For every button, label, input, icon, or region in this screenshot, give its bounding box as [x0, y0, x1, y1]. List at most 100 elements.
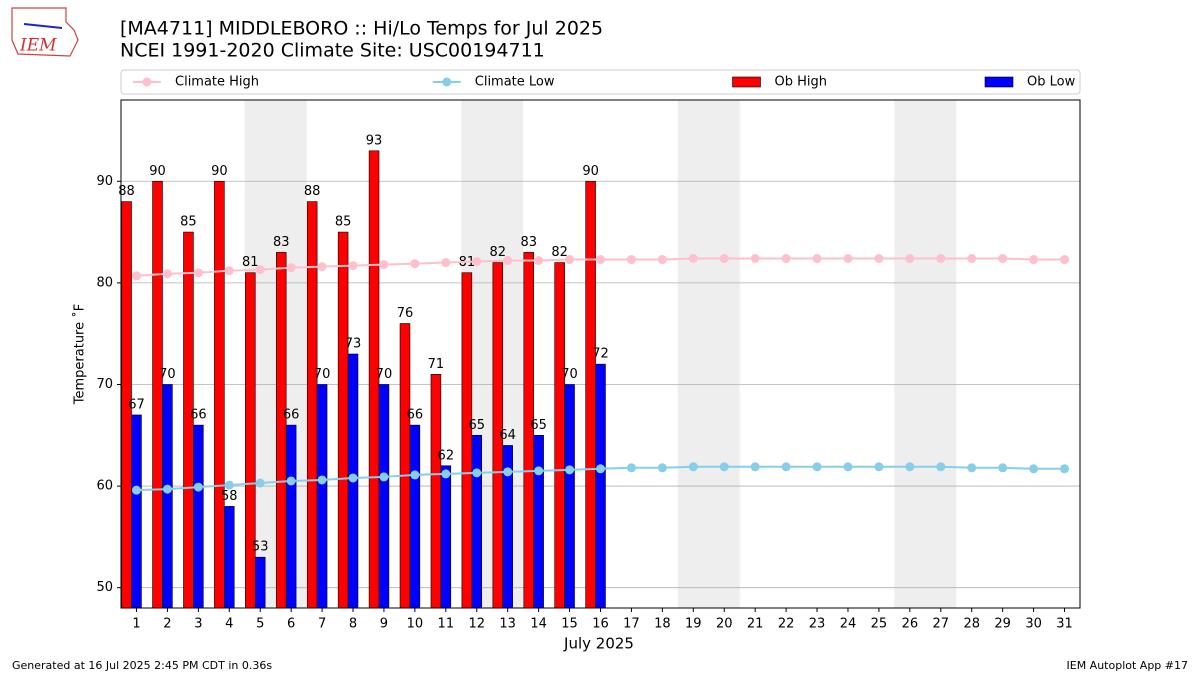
x-tick-label: 21	[747, 617, 764, 632]
marker	[565, 465, 575, 475]
marker	[410, 259, 420, 269]
marker	[224, 266, 234, 276]
marker	[503, 256, 513, 266]
x-tick-label: 29	[994, 617, 1011, 632]
bar	[275, 252, 287, 609]
data-label: 53	[252, 540, 269, 555]
marker	[750, 462, 760, 472]
marker	[348, 473, 358, 483]
bar	[254, 556, 266, 609]
marker	[967, 253, 977, 263]
bar	[285, 424, 297, 609]
data-label: 76	[397, 306, 414, 321]
marker	[1060, 255, 1070, 265]
bar	[214, 180, 225, 609]
logo-line	[23, 23, 63, 29]
x-tick-label: 12	[468, 617, 485, 632]
x-tick-label: 16	[592, 617, 609, 632]
marker	[781, 462, 791, 472]
marker	[379, 472, 389, 482]
data-label: 66	[407, 408, 424, 423]
data-label: 88	[118, 184, 135, 199]
data-label: 70	[561, 367, 578, 382]
legend-swatch	[984, 76, 1014, 88]
x-tick-label: 22	[778, 617, 795, 632]
marker	[626, 463, 636, 473]
legend-swatch	[732, 76, 761, 88]
x-tick-label: 7	[318, 617, 326, 632]
x-tick-label: 25	[871, 617, 888, 632]
marker	[719, 253, 729, 263]
data-label: 81	[242, 255, 259, 270]
y-tick-label: 60	[96, 479, 113, 494]
bar	[585, 180, 596, 609]
data-label: 62	[438, 448, 455, 463]
bar	[152, 180, 163, 609]
bar	[409, 424, 421, 609]
y-tick-label: 80	[96, 275, 113, 290]
bar	[533, 434, 544, 609]
x-tick-label: 13	[499, 617, 516, 632]
marker	[812, 253, 822, 263]
x-tick-label: 9	[380, 617, 388, 632]
legend-swatch	[442, 77, 452, 87]
marker	[1060, 464, 1070, 474]
data-label: 70	[159, 367, 176, 382]
marker	[596, 464, 605, 474]
data-label: 88	[304, 184, 321, 199]
data-label: 70	[376, 367, 393, 382]
marker	[472, 468, 482, 478]
legend-label: Ob Low	[1027, 75, 1076, 90]
logo-text: IEM	[19, 36, 57, 56]
data-label: 90	[582, 164, 599, 179]
x-tick-label: 4	[225, 617, 233, 632]
legend: Climate High Climate Low Ob High Ob Low	[120, 69, 1081, 95]
y-tick-label: 90	[96, 174, 113, 189]
marker	[317, 475, 327, 485]
x-tick-label: 14	[530, 617, 547, 632]
data-label: 65	[530, 418, 547, 433]
marker	[379, 260, 389, 270]
marker	[565, 255, 575, 265]
x-axis-label: July 2025	[563, 635, 634, 653]
data-label: 64	[499, 428, 516, 443]
x-tick-label: 1	[132, 617, 140, 632]
legend-box	[120, 69, 1081, 95]
data-label: 85	[180, 215, 197, 230]
marker	[131, 485, 141, 495]
marker	[193, 482, 203, 492]
marker	[193, 268, 203, 278]
y-tick-label: 70	[96, 377, 113, 392]
marker	[936, 253, 946, 263]
data-label: 58	[221, 489, 238, 504]
marker	[812, 462, 822, 472]
bar	[245, 272, 256, 609]
marker	[998, 463, 1008, 473]
bar	[224, 506, 235, 609]
marker	[1029, 464, 1039, 474]
bar	[595, 363, 606, 609]
data-label: 90	[149, 164, 166, 179]
x-tick-label: 30	[1025, 617, 1042, 632]
legend-swatch	[142, 77, 152, 87]
x-tick-label: 31	[1056, 617, 1073, 632]
data-label: 83	[520, 235, 537, 250]
legend-label: Climate Low	[475, 75, 555, 90]
logo: IEM	[11, 7, 79, 57]
y-tick-label: 50	[96, 580, 113, 595]
marker	[657, 463, 667, 473]
x-tick-label: 5	[256, 617, 264, 632]
bar	[399, 323, 411, 609]
data-label: 71	[428, 357, 445, 372]
data-label: 90	[211, 164, 228, 179]
bar	[131, 414, 142, 609]
marker	[131, 271, 141, 281]
plot-frame	[120, 99, 1081, 609]
bar	[440, 465, 452, 609]
chart-subtitle: NCEI 1991-2020 Climate Site: USC00194711	[120, 40, 545, 62]
marker	[781, 253, 791, 263]
marker	[657, 255, 667, 265]
x-tick-label: 27	[933, 617, 950, 632]
bar	[306, 201, 318, 609]
